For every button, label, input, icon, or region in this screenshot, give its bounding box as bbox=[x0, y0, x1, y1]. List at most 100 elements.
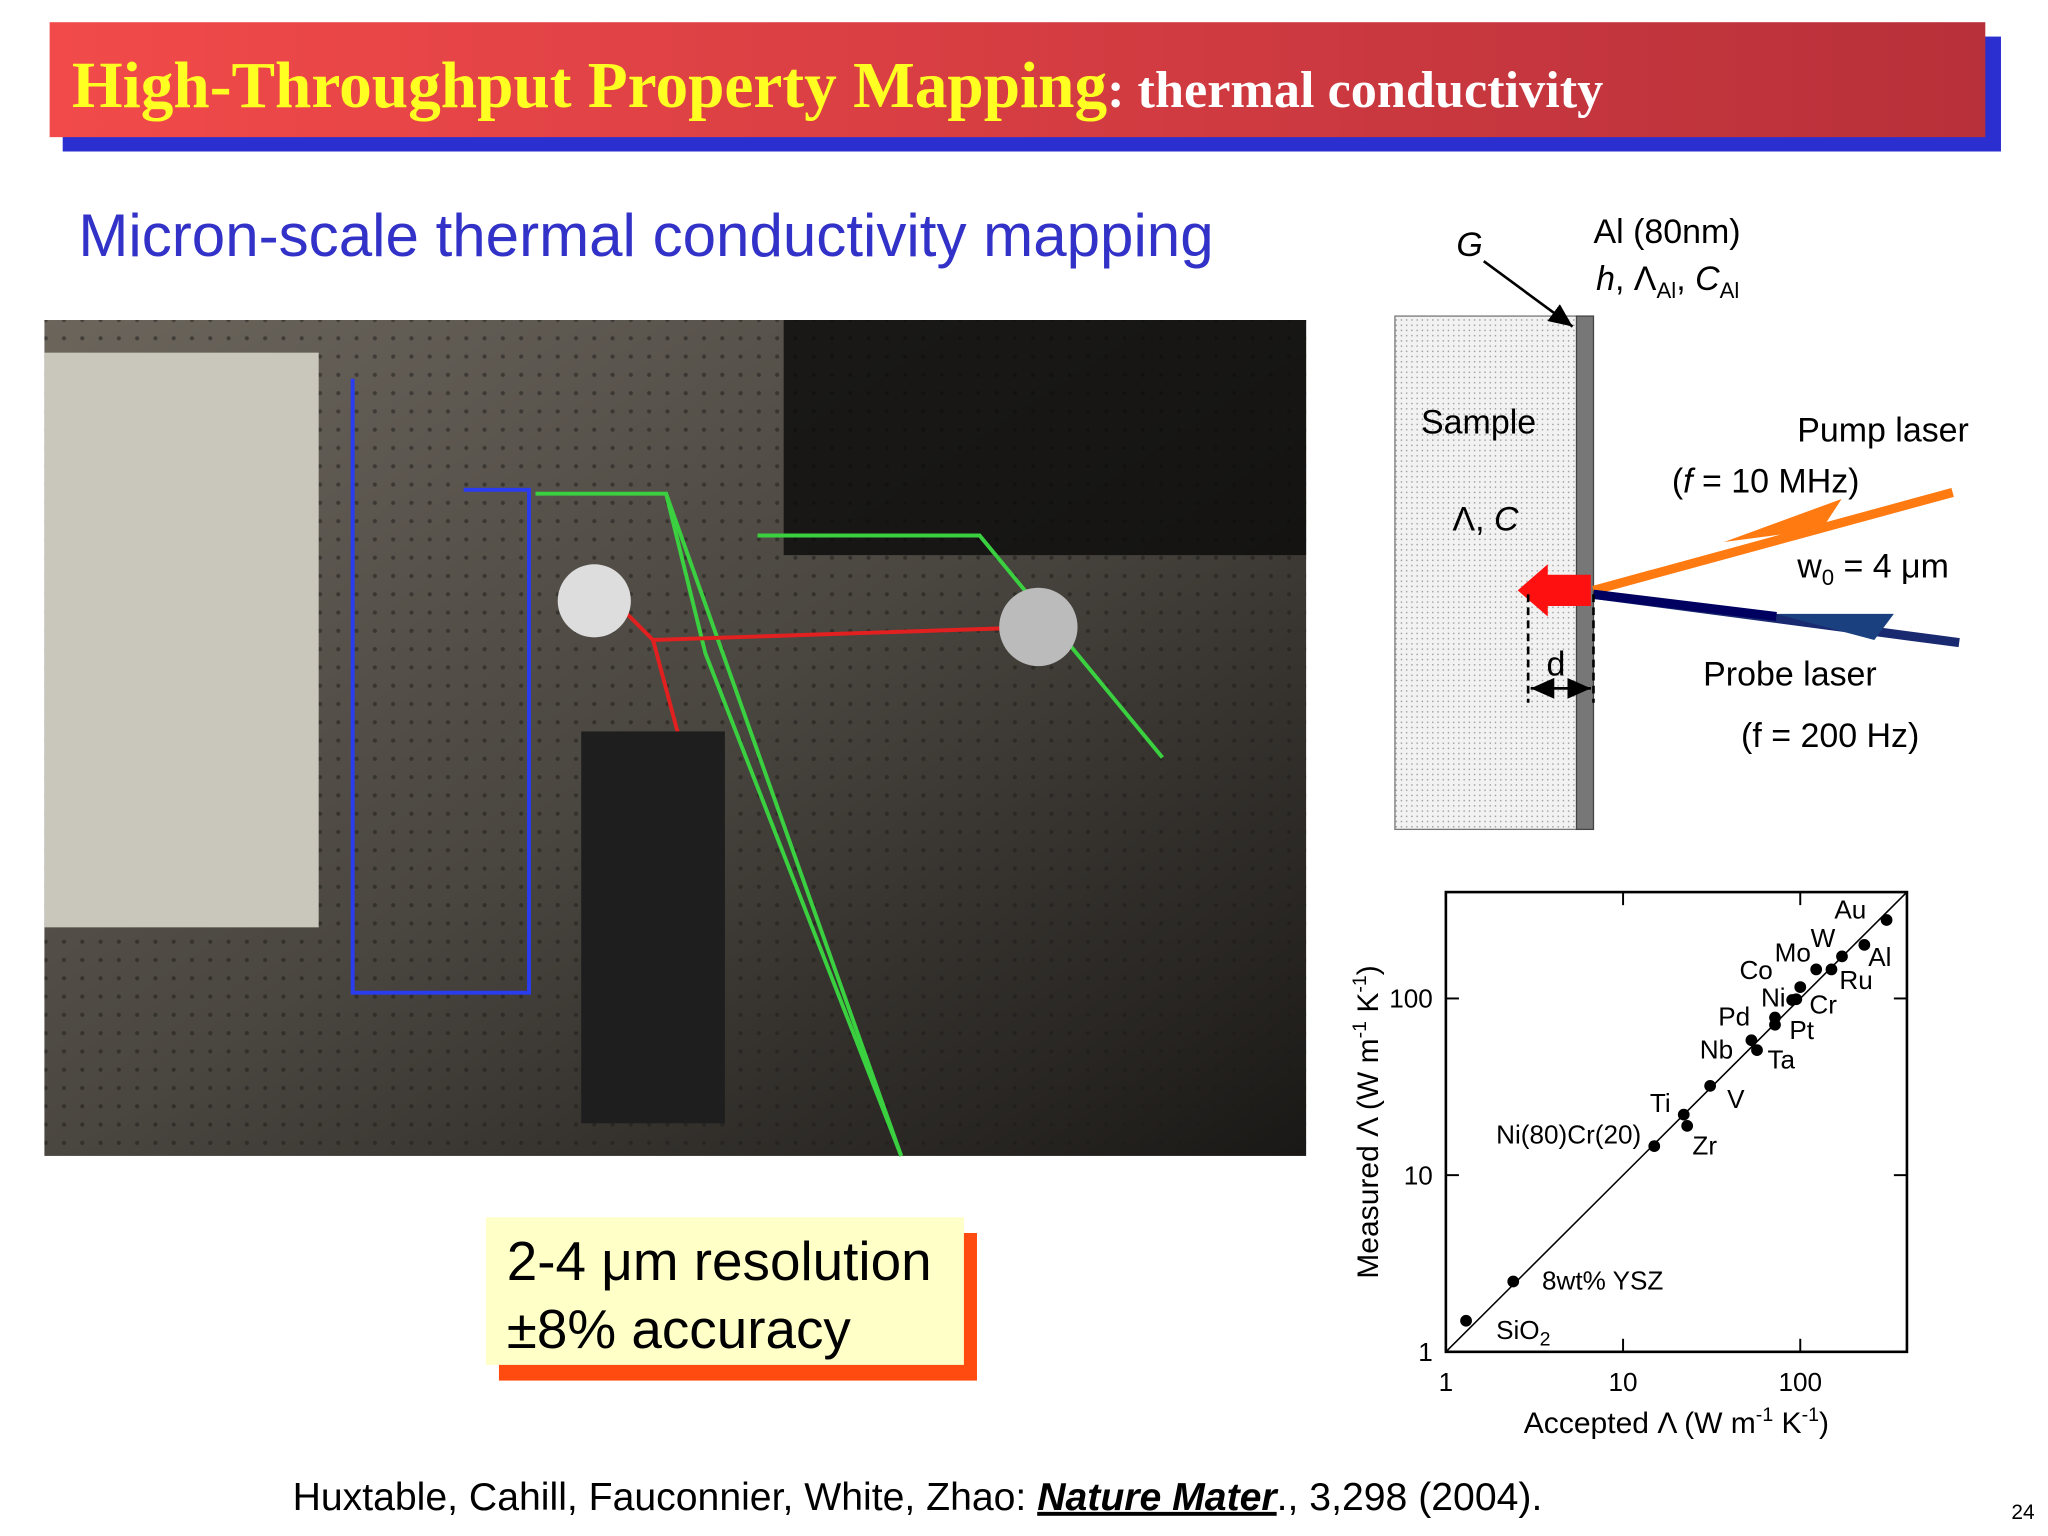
x-tick-label: 100 bbox=[1778, 1367, 1822, 1397]
param: = 10 MHz) bbox=[1693, 462, 1860, 500]
text-part: Cr bbox=[1809, 990, 1837, 1020]
point-label: Ta bbox=[1767, 1044, 1795, 1074]
param: C bbox=[1695, 260, 1720, 298]
al-layer bbox=[1575, 315, 1595, 831]
point-label: Ru bbox=[1839, 965, 1872, 995]
title-main: High-Throughput Property Mapping bbox=[72, 50, 1108, 122]
sample-block bbox=[1394, 315, 1579, 831]
text-part: 2 bbox=[1540, 1329, 1551, 1351]
text-part: Au bbox=[1834, 895, 1866, 925]
data-point bbox=[1704, 1080, 1717, 1092]
param: w bbox=[1796, 547, 1822, 585]
text-part: Pt bbox=[1789, 1015, 1814, 1045]
text-part: ) bbox=[1352, 965, 1385, 975]
data-point bbox=[1810, 963, 1823, 976]
text-part: Measured Λ (W m bbox=[1352, 1038, 1385, 1278]
plot-frame bbox=[1444, 890, 1909, 1354]
pump-label: Pump laser bbox=[1797, 411, 1969, 449]
data-point bbox=[1507, 1275, 1520, 1288]
title-sub: : thermal conductivity bbox=[1107, 61, 1603, 119]
point-label: Zr bbox=[1692, 1131, 1717, 1161]
text-part: Co bbox=[1739, 955, 1772, 985]
point-label: Ti bbox=[1650, 1088, 1671, 1118]
param: Al bbox=[1656, 278, 1676, 303]
text-part: K bbox=[1773, 1407, 1801, 1440]
data-point bbox=[1769, 1018, 1781, 1031]
title-bar bbox=[49, 22, 1986, 138]
data-point bbox=[1751, 1044, 1763, 1057]
point-label: Pd bbox=[1718, 1001, 1750, 1031]
param: , bbox=[1676, 260, 1695, 298]
point-label: Cr bbox=[1809, 990, 1837, 1020]
point-label: Nb bbox=[1700, 1035, 1733, 1065]
text-part: W bbox=[1811, 923, 1836, 953]
text-part: -1 bbox=[1802, 1404, 1819, 1426]
point-label: 8wt% YSZ bbox=[1542, 1265, 1663, 1295]
point-label: W bbox=[1811, 923, 1836, 953]
layer-label: Al (80nm) bbox=[1593, 213, 1740, 251]
data-point bbox=[1880, 914, 1893, 926]
text-part: Ta bbox=[1767, 1044, 1795, 1074]
layer-params: h, ΛAl, CAl bbox=[1596, 260, 1739, 303]
text-part: -1 bbox=[1349, 975, 1371, 992]
point-label: Pt bbox=[1789, 1015, 1814, 1045]
title: High-Throughput Property Mapping: therma… bbox=[72, 50, 1603, 122]
text-part: Al bbox=[1868, 942, 1891, 972]
page-number: 24 bbox=[2011, 1501, 2034, 1524]
param: h bbox=[1596, 260, 1615, 298]
y-tick-label: 10 bbox=[1404, 1160, 1433, 1190]
point-label: Ni bbox=[1761, 983, 1786, 1013]
text-part: Ni bbox=[1761, 983, 1786, 1013]
data-point bbox=[1677, 1108, 1690, 1121]
probe-freq: (f = 200 Hz) bbox=[1741, 717, 1919, 755]
text-part: -1 bbox=[1756, 1404, 1773, 1426]
point-label: Al bbox=[1868, 942, 1891, 972]
text-part: Zr bbox=[1692, 1131, 1717, 1161]
sample-label: Sample bbox=[1421, 404, 1536, 442]
text-part: V bbox=[1727, 1084, 1745, 1114]
x-tick-label: 10 bbox=[1609, 1367, 1638, 1397]
data-point bbox=[1790, 993, 1803, 1006]
y-tick-label: 1 bbox=[1418, 1337, 1433, 1367]
point-label: SiO2 bbox=[1496, 1315, 1550, 1351]
text-part: SiO bbox=[1496, 1315, 1540, 1345]
text-part: Mo bbox=[1775, 938, 1811, 968]
journal: Nature Mater bbox=[1037, 1476, 1279, 1519]
data-point bbox=[1681, 1120, 1694, 1132]
text-part: ) bbox=[1819, 1407, 1829, 1440]
data-point bbox=[1460, 1314, 1472, 1327]
param: ( bbox=[1672, 462, 1684, 500]
sample-params: Λ, C bbox=[1452, 500, 1519, 538]
pump-freq: (f = 10 MHz) bbox=[1672, 462, 1860, 500]
text-part: Nb bbox=[1700, 1035, 1733, 1065]
point-label: Ni(80)Cr(20) bbox=[1496, 1119, 1641, 1149]
citation: Huxtable, Cahill, Fauconnier, White, Zha… bbox=[293, 1476, 1543, 1519]
data-point bbox=[1836, 950, 1848, 963]
text-part: -1 bbox=[1349, 1021, 1371, 1038]
text-part: Pd bbox=[1718, 1001, 1750, 1031]
interface-label: G bbox=[1456, 226, 1482, 264]
text-part: Ru bbox=[1839, 965, 1872, 995]
authors: Huxtable, Cahill, Fauconnier, White, Zha… bbox=[293, 1476, 1038, 1519]
text-part: K bbox=[1352, 993, 1385, 1021]
x-tick-label: 1 bbox=[1439, 1367, 1454, 1397]
y-axis-label: Measured Λ (W m-1 K-1) bbox=[1349, 965, 1385, 1279]
accuracy: ±8% accuracy bbox=[507, 1298, 852, 1360]
text-part: Ni(80)Cr(20) bbox=[1496, 1119, 1641, 1149]
highlight-box bbox=[485, 1217, 964, 1365]
data-point bbox=[1858, 939, 1871, 951]
param: 0 bbox=[1822, 565, 1834, 590]
diagram: G Al (80nm) h, ΛAl, CAl Sample Λ, C Pump… bbox=[1394, 213, 1969, 831]
depth-label: d bbox=[1546, 645, 1565, 683]
y-tick-label: 100 bbox=[1389, 984, 1433, 1014]
resolution: 2-4 μm resolution bbox=[507, 1230, 932, 1292]
data-point bbox=[1648, 1140, 1661, 1152]
param: C bbox=[1494, 500, 1519, 538]
param: = 4 μm bbox=[1834, 547, 1949, 585]
data-point bbox=[1745, 1034, 1758, 1047]
point-label: V bbox=[1727, 1084, 1745, 1114]
reference: ., 3,298 (2004). bbox=[1277, 1476, 1543, 1519]
